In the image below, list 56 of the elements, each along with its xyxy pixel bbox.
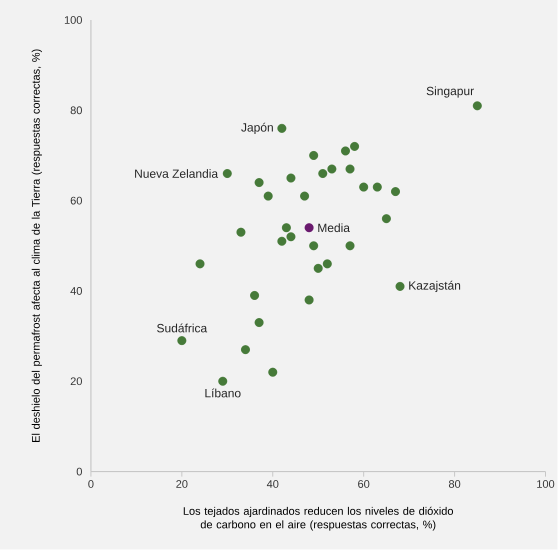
x-tick-label: 0 [88,480,94,488]
y-tick-label: 60 [70,196,82,205]
annotation: Singapur [426,86,474,98]
point [340,146,350,156]
y-tick-label: 80 [70,106,82,114]
y-tick-label: 20 [70,378,82,386]
point [196,260,205,269]
point [318,169,328,178]
x-tick-label: 80 [448,480,460,488]
point [218,377,228,386]
point [327,164,336,174]
point [264,192,273,201]
x-tick-label: 100 [537,480,554,488]
x-tick-label: 40 [266,480,278,488]
point [372,182,382,192]
point [314,264,323,274]
point [472,102,482,111]
point [304,223,314,232]
point [350,142,360,152]
point [309,151,318,160]
point [286,174,296,183]
point [254,318,264,328]
point [222,169,232,178]
point [177,336,186,346]
annotation: Japón [241,122,273,134]
point [250,291,260,300]
annotation: Nueva Zelandia [135,169,218,178]
point [359,182,368,192]
point [277,124,286,134]
x-tick-label: 20 [176,480,188,488]
y-tick-label: 0 [76,468,82,476]
point [346,164,355,174]
point [236,228,246,237]
annotation: Kazajstán [409,281,460,292]
point [390,187,400,196]
y-tick-label: 40 [70,287,82,296]
y-tick-label: 100 [64,16,82,24]
annotation: Media [318,224,350,232]
point [382,214,391,224]
point [304,296,314,305]
annotation: Líbano [205,388,241,398]
x-tick-label: 60 [358,480,370,488]
point [268,368,278,377]
point [254,178,264,188]
x-axis-title: Los tejados ajardinados reducen los niveles de dióxido de carbono en el aire (respuestas correctas, %) [184,506,453,531]
point [282,223,291,232]
point [396,282,405,292]
point [346,242,355,251]
point [300,192,310,201]
annotation: Sudáfrica [157,324,208,333]
point [309,242,318,251]
point [240,345,250,354]
point [277,237,286,246]
point [286,232,296,242]
point [322,260,332,269]
y-axis-title: El deshielo del permafrost afecta al clima de la Tierra (respuestas correctas, %) [32,50,42,442]
